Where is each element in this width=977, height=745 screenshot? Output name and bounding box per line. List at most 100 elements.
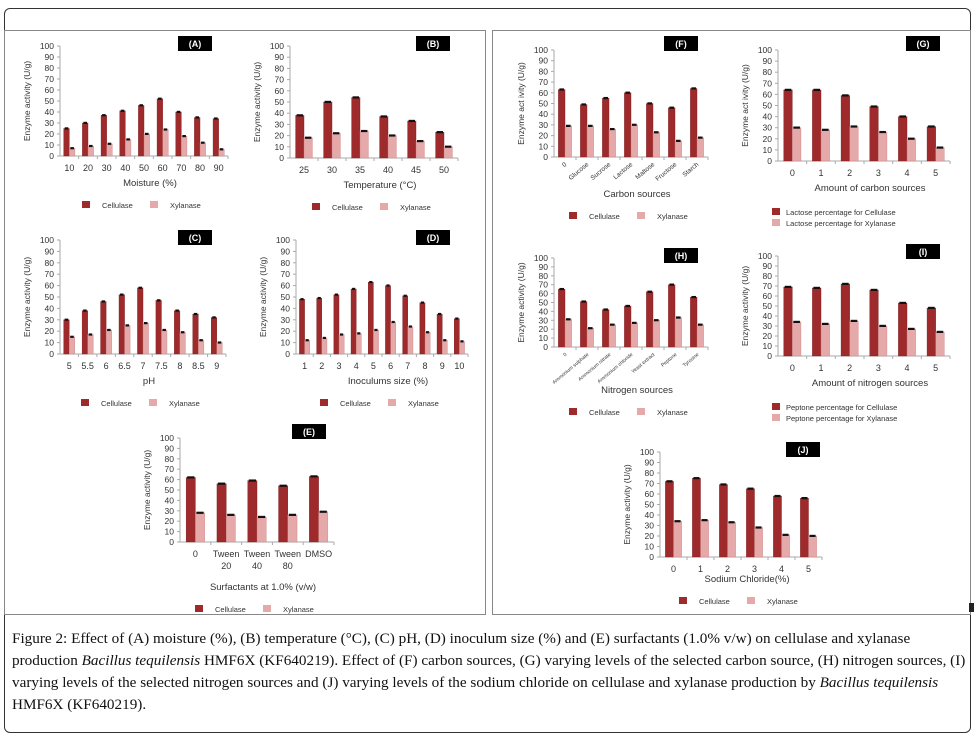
y-tick-label: 30 bbox=[281, 315, 291, 325]
error-bar bbox=[374, 328, 378, 332]
y-tick-label: 70 bbox=[275, 75, 285, 85]
bar-xylanase bbox=[792, 321, 802, 357]
bar-xylanase bbox=[321, 337, 328, 355]
x-tick-label: 4 bbox=[354, 361, 359, 371]
x-tick-label: 1 bbox=[818, 168, 823, 178]
error-bar bbox=[386, 284, 390, 287]
y-tick-label: 80 bbox=[45, 63, 55, 73]
bar-xylanase bbox=[674, 140, 682, 158]
error-bar bbox=[324, 100, 331, 103]
error-bar bbox=[102, 114, 106, 117]
y-tick-label: 90 bbox=[539, 56, 549, 66]
error-bar bbox=[212, 316, 216, 319]
y-tick-label: 20 bbox=[539, 131, 549, 141]
bar-cellulase bbox=[419, 302, 426, 355]
y-tick-label: 40 bbox=[45, 107, 55, 117]
y-tick-label: 30 bbox=[539, 315, 549, 325]
y-tick-label: 40 bbox=[763, 112, 773, 122]
bar-xylanase bbox=[303, 137, 313, 159]
y-tick-label: 40 bbox=[281, 303, 291, 313]
error-bar bbox=[391, 320, 395, 324]
panel-label-text: (D) bbox=[427, 233, 440, 243]
error-bar bbox=[691, 295, 696, 299]
legend-label: Xylanase bbox=[657, 212, 688, 221]
y-tick-label: 50 bbox=[165, 485, 175, 495]
bar-xylanase bbox=[195, 512, 205, 543]
panel-label-text: (F) bbox=[675, 39, 687, 49]
x-axis-label: pH bbox=[143, 376, 155, 387]
error-bar bbox=[559, 88, 564, 91]
y-tick-label: 70 bbox=[539, 280, 549, 290]
bar-xylanase bbox=[143, 133, 150, 157]
bar-xylanase bbox=[564, 125, 572, 158]
y-tick-label: 30 bbox=[165, 506, 175, 516]
error-bar bbox=[632, 321, 637, 324]
error-bar bbox=[669, 283, 674, 286]
bar-cellulase bbox=[746, 488, 755, 558]
bar-cellulase bbox=[138, 105, 145, 157]
x-tick-label: 2 bbox=[847, 363, 852, 373]
error-bar bbox=[438, 312, 442, 316]
x-axis-label: Amount of nitrogen sources bbox=[812, 378, 928, 389]
y-tick-label: 0 bbox=[543, 342, 548, 352]
y-tick-label: 50 bbox=[45, 292, 55, 302]
panel-label-bg bbox=[416, 36, 450, 51]
error-bar bbox=[126, 138, 130, 141]
error-bar bbox=[70, 335, 74, 338]
bar-xylanase bbox=[935, 331, 945, 357]
bar-cellulase bbox=[81, 310, 88, 355]
bar-xylanase bbox=[390, 321, 396, 355]
panel-label-bg bbox=[906, 244, 940, 259]
error-bar bbox=[801, 497, 808, 500]
panel-label-text: (C) bbox=[189, 233, 202, 243]
legend-label: Cellulase bbox=[215, 605, 246, 614]
y-tick-label: 80 bbox=[539, 271, 549, 281]
error-bar bbox=[728, 521, 735, 524]
y-tick-label: 60 bbox=[165, 475, 175, 485]
error-bar bbox=[676, 139, 681, 142]
legend: Cellulase Xylanase bbox=[312, 203, 431, 212]
legend-swatch bbox=[380, 203, 388, 210]
bar-cellulase bbox=[690, 88, 698, 158]
error-bar bbox=[219, 148, 224, 151]
panel-label: (A) bbox=[178, 36, 212, 51]
error-bar bbox=[408, 325, 412, 328]
y-tick-label: 80 bbox=[165, 454, 175, 464]
error-bar bbox=[139, 104, 143, 107]
legend-label: Peptone percentage for Xylanase bbox=[786, 414, 897, 423]
bar-cellulase bbox=[580, 301, 588, 348]
bar-cellulase bbox=[668, 107, 676, 158]
y-tick-label: 80 bbox=[281, 258, 291, 268]
panel-label-bg bbox=[416, 230, 450, 245]
error-bar bbox=[357, 332, 361, 335]
x-tick-label: Tween bbox=[213, 549, 240, 559]
x-tick-label: 3 bbox=[876, 168, 881, 178]
error-bar bbox=[64, 127, 69, 130]
panel-label-bg bbox=[292, 424, 326, 439]
bar-cellulase bbox=[379, 116, 389, 159]
bar-xylanase bbox=[878, 325, 888, 357]
y-tick-label: 90 bbox=[763, 261, 773, 271]
bar-xylanase bbox=[443, 146, 453, 159]
error-bar bbox=[676, 316, 681, 319]
x-tick-label: 3 bbox=[752, 564, 757, 574]
y-tick-label: 40 bbox=[539, 109, 549, 119]
y-axis-label: Enzyme activity (U/g) bbox=[258, 257, 268, 337]
legend-swatch bbox=[312, 203, 320, 210]
x-tick-label: 9 bbox=[214, 361, 219, 371]
species-name: Bacillus tequilensis bbox=[81, 652, 201, 669]
panel-label: (G) bbox=[906, 36, 940, 51]
panel-label: (F) bbox=[664, 36, 698, 51]
error-bar bbox=[352, 287, 356, 291]
panel-label-text: (I) bbox=[919, 247, 928, 257]
error-bar bbox=[625, 304, 630, 308]
bar-xylanase bbox=[608, 324, 616, 348]
error-bar bbox=[693, 477, 700, 480]
y-tick-label: 10 bbox=[45, 140, 55, 150]
error-bar bbox=[813, 286, 820, 289]
caption-text: HMF6X (KF640219). Effect of (F) carbon s… bbox=[12, 652, 966, 691]
y-tick-label: 100 bbox=[758, 251, 772, 261]
